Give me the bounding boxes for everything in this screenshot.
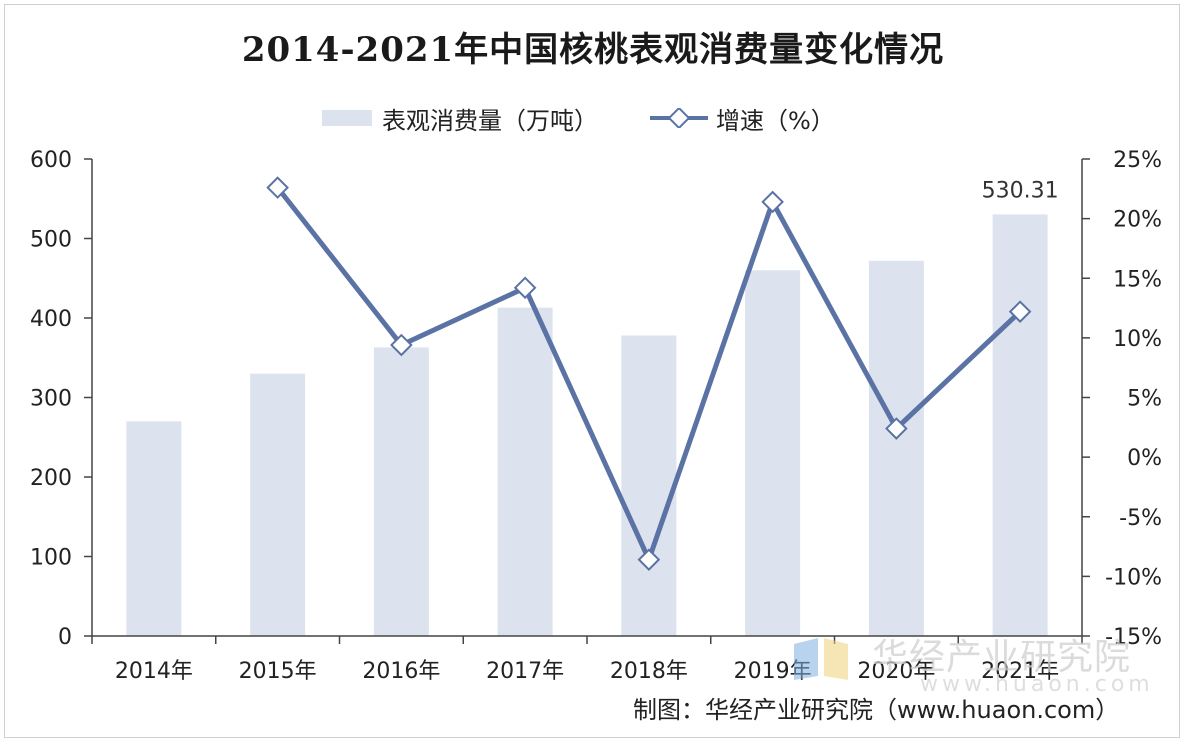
legend-line-swatch <box>650 108 708 128</box>
watermark-url: www.huaon.com <box>920 672 1154 697</box>
y-right-tick-label: 10% <box>1113 327 1162 352</box>
x-tick-label: 2017年 <box>486 659 564 684</box>
bar-3 <box>497 307 553 636</box>
legend: 表观消费量（万吨） 增速（%） <box>322 100 835 136</box>
y-left-tick-label: 0 <box>58 625 72 650</box>
x-tick-label: 2018年 <box>610 659 688 684</box>
chart-title: 2014-2021年中国核桃表观消费量变化情况 <box>241 30 945 70</box>
bar-2 <box>373 347 429 636</box>
growth-marker <box>513 276 537 300</box>
bar-1 <box>250 373 306 636</box>
legend-line-label: 增速（%） <box>716 106 835 135</box>
source-note: 制图：华经产业研究院（www.huaon.com） <box>633 696 1120 724</box>
bar-5 <box>745 270 801 636</box>
watermark-name: 华经产业研究院 <box>872 637 1132 678</box>
chart-frame <box>4 4 1180 738</box>
x-tick-label: 2015年 <box>239 659 317 684</box>
growth-marker <box>761 190 784 214</box>
y-left-tick-label: 300 <box>30 387 72 412</box>
growth-marker <box>390 333 413 357</box>
growth-marker <box>266 176 289 199</box>
y-right-tick-label: 20% <box>1113 208 1162 233</box>
bar-4 <box>621 335 677 636</box>
y-right-tick-label: -10% <box>1105 565 1162 590</box>
growth-marker <box>637 548 661 571</box>
data-label: 530.31 <box>982 178 1059 203</box>
y-right-tick-label: 25% <box>1113 148 1162 173</box>
legend-bar-label: 表观消费量（万吨） <box>382 106 598 135</box>
growth-marker <box>885 417 908 440</box>
y-right-tick-label: 0% <box>1127 446 1162 471</box>
y-right-tick-label: -15% <box>1105 625 1162 650</box>
bar-0 <box>126 421 182 636</box>
x-tick-label: 2016年 <box>362 659 440 684</box>
x-tick-label: 2021年 <box>981 659 1059 684</box>
legend-bar-swatch <box>322 110 372 126</box>
y-right-tick-label: -5% <box>1119 506 1162 531</box>
y-left-tick-label: 100 <box>30 546 72 571</box>
watermark-logo-icon <box>794 638 848 680</box>
y-left-tick-label: 600 <box>30 148 72 173</box>
growth-marker <box>1008 300 1032 323</box>
y-right-tick-label: 5% <box>1127 387 1162 412</box>
y-left-tick-label: 200 <box>30 466 72 491</box>
x-tick-label: 2014年 <box>115 659 193 684</box>
y-right-tick-label: 15% <box>1113 267 1162 292</box>
y-left-tick-label: 500 <box>30 228 72 253</box>
y-left-tick-label: 400 <box>30 307 72 332</box>
bar-6 <box>868 260 924 636</box>
bar-7 <box>992 214 1048 636</box>
x-tick-label: 2020年 <box>857 659 935 684</box>
